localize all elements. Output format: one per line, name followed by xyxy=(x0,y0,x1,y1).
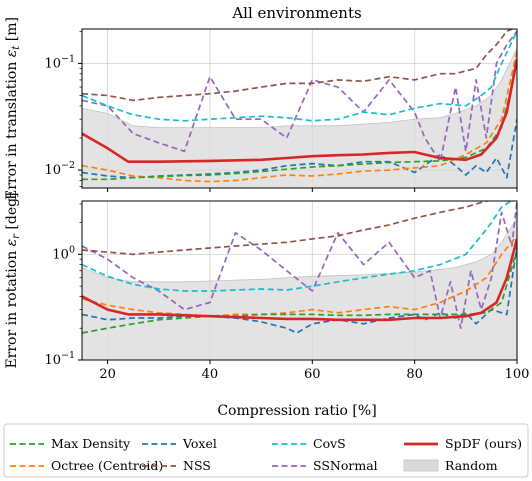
series-covs-line xyxy=(82,201,513,292)
legend-item-max-density: Max Density xyxy=(10,436,131,451)
legend-item-covs: CovS xyxy=(272,436,346,451)
legend-label: SpDF (ours) xyxy=(445,436,522,451)
y-tick-label: 10−1 xyxy=(44,350,75,368)
series-max-density-line xyxy=(82,249,517,334)
series-ssnormal-line xyxy=(82,201,517,330)
chart-title: All environments xyxy=(231,4,361,22)
x-tick-label: 100 xyxy=(505,367,530,382)
series-spdf-ours-line xyxy=(82,58,517,163)
x-tick-label: 60 xyxy=(304,367,321,382)
y-tick-label: 100 xyxy=(52,244,75,262)
legend-label: CovS xyxy=(313,436,346,451)
series-random-band xyxy=(82,217,517,360)
y-tick-label: 10−2 xyxy=(44,160,75,178)
legend-item-spdf-ours: SpDF (ours) xyxy=(404,436,522,451)
legend-label: Random xyxy=(445,458,498,473)
series-nss-line xyxy=(82,29,515,102)
legend: Max Density Voxel CovS SpDF (ours) Octree (C… xyxy=(3,423,529,478)
plot-area xyxy=(82,29,517,188)
y-axis-label: Error in translation εt [m] xyxy=(4,17,22,200)
x-tick-label: 20 xyxy=(99,367,116,382)
legend-label: SSNormal xyxy=(313,458,378,473)
axes-frame xyxy=(81,28,518,189)
legend-item-random: Random xyxy=(403,458,498,473)
series-spdf-ours-line xyxy=(82,238,517,322)
series-octree-centroid-line xyxy=(82,51,517,183)
legend-label: Max Density xyxy=(51,436,131,451)
series-octree-centroid-line xyxy=(82,235,517,318)
plot-area xyxy=(82,201,517,360)
legend-item-octree-centroid: Octree (Centroid) xyxy=(10,458,163,473)
legend-swatch xyxy=(403,459,439,472)
legend-item-voxel: Voxel xyxy=(142,436,217,451)
legend-item-nss: NSS xyxy=(142,458,211,473)
series-random-band xyxy=(82,47,517,188)
rotation-error-panel: 10−1 100 20 40 60 80 100 Error in rotation εr [… xyxy=(4,192,529,382)
legend-item-ssnormal: SSNormal xyxy=(272,458,378,473)
legend-frame xyxy=(3,423,529,478)
translation-error-panel: 10−2 10−1 Error in translation εt [m] xyxy=(4,17,518,200)
y-axis-label: Error in rotation εr [deg] xyxy=(4,192,22,368)
series-nss-line xyxy=(82,201,490,256)
series-max-density-line xyxy=(82,63,517,181)
x-axis-label: Compression ratio [%] xyxy=(217,403,376,419)
y-tick-label: 10−1 xyxy=(44,53,75,71)
axes-frame xyxy=(81,200,518,361)
legend-label: NSS xyxy=(183,458,211,473)
series-covs-line xyxy=(82,30,517,122)
x-tick-label: 80 xyxy=(406,367,423,382)
legend-label: Voxel xyxy=(182,436,217,451)
x-tick-label: 40 xyxy=(202,367,219,382)
legend-label: Octree (Centroid) xyxy=(51,458,163,473)
